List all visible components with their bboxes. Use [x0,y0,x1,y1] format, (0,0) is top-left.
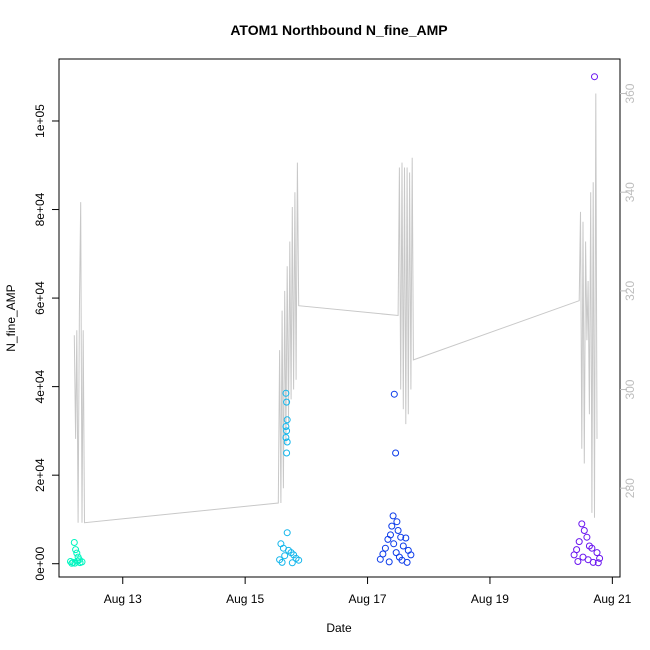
y-tick-label: 1e+05 [33,104,47,138]
data-point [402,534,410,542]
data-point [67,558,74,565]
y-tick-label: 2e+04 [33,458,47,492]
data-point [282,423,290,430]
x-axis-label: Date [326,621,352,635]
data-point [596,554,604,562]
data-point [73,549,81,557]
plot-frame [58,58,621,578]
data-point [583,533,591,541]
data-point [288,559,296,567]
data-point [376,555,384,563]
data-point [399,542,407,550]
data-point [68,559,76,567]
data-point [282,434,290,441]
data-point [384,535,392,543]
data-point [392,549,400,557]
data-point [283,449,291,457]
data-point [70,539,78,546]
data-point [283,398,291,406]
data-point [404,546,412,554]
data-point [393,518,401,526]
y-tick-label: 6e+04 [33,281,47,315]
y-tick-label: 0e+00 [33,547,47,581]
data-point [381,544,389,552]
data-point [385,558,393,566]
x-tick-label: Aug 17 [349,592,387,606]
x-tick-label: Aug 21 [593,592,631,606]
y2-tick-label: 300 [623,379,637,399]
data-point [283,427,291,435]
y2-tick-label: 340 [623,182,637,202]
data-point [388,522,396,530]
secondary-y-axis: 280 300 320 340 360 [620,83,637,498]
data-point [390,540,398,548]
scatter-points-layer [67,73,604,567]
data-point [392,449,400,457]
data-point [580,527,588,534]
x-tick-label: Aug 15 [226,592,264,606]
y-tick-label: 4e+04 [33,369,47,403]
data-point [574,558,582,565]
x-tick-label: Aug 19 [471,592,509,606]
data-point [283,416,291,424]
data-point [594,559,602,567]
y2-tick-label: 360 [623,83,637,103]
x-axis: Aug 13 Aug 15 Aug 17 Aug 19 Aug 21 [104,577,632,606]
data-point [591,73,598,81]
y2-tick-label: 320 [623,281,637,301]
data-point [281,552,289,560]
data-point [570,551,578,559]
data-point [283,529,291,537]
data-point [575,538,583,546]
data-point [389,512,397,520]
data-point [407,551,415,559]
data-point [387,531,394,539]
data-point [578,520,586,528]
data-point [403,558,411,566]
y-axis-label: N_fine_AMP [4,284,18,351]
data-point [589,558,597,566]
data-point [588,544,596,552]
chart-title: ATOM1 Northbound N_fine_AMP [230,22,447,38]
data-point [593,549,601,557]
data-point [282,389,290,397]
data-point [72,546,80,554]
y-tick-label: 8e+04 [33,192,47,226]
data-point [394,527,402,534]
x-tick-label: Aug 13 [104,592,142,606]
data-point [295,556,303,564]
data-point [390,390,398,398]
y-axis: 0e+00 2e+04 4e+04 6e+04 8e+04 1e+05 [33,104,59,581]
data-point [278,558,286,566]
y2-tick-label: 280 [623,478,637,498]
data-point [78,558,86,566]
secondary-series-line [73,93,598,524]
data-point [283,438,291,446]
data-point [397,533,405,541]
temperature-line-layer [73,93,598,524]
